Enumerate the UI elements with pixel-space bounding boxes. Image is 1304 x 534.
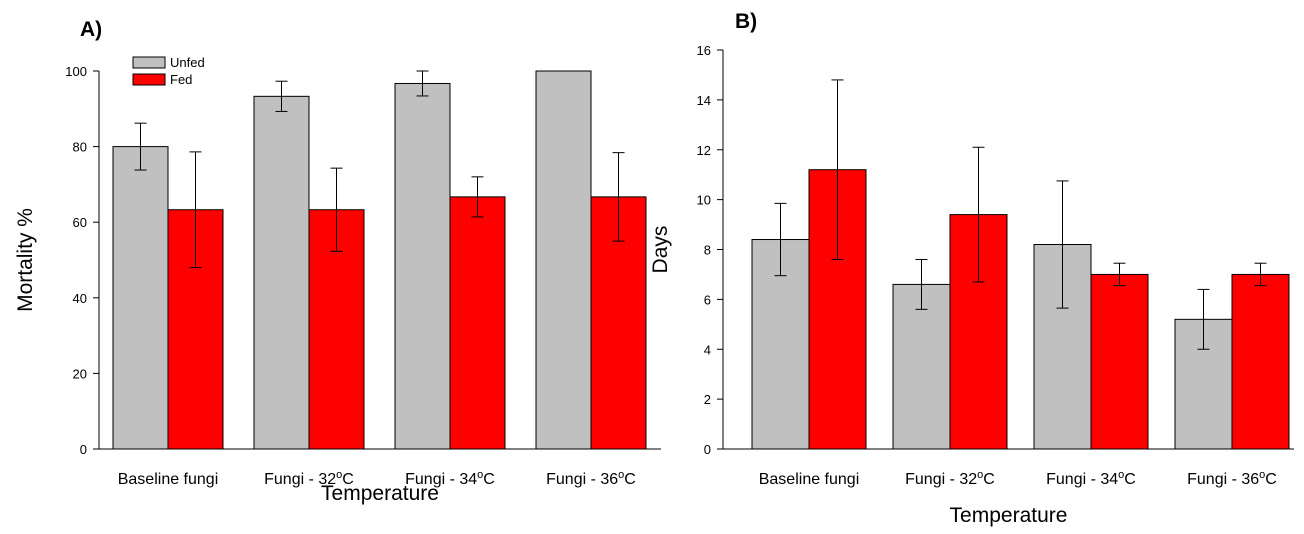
legend-swatch-fed: [132, 73, 166, 86]
error-bar-unfed-1: [774, 202, 787, 277]
y-tick-label: 80: [73, 140, 87, 155]
x-category-label: Baseline fungi: [118, 471, 219, 488]
x-category-tail: C: [342, 471, 354, 488]
error-bar-fed-4: [612, 152, 625, 242]
x-category-label: Fungi - 36oC: [1187, 469, 1277, 488]
panel-label: B): [735, 10, 757, 33]
bar-fed-3: [1090, 273, 1149, 450]
x-category-text: Baseline fungi: [118, 471, 219, 488]
error-bar-fed-1: [189, 151, 202, 269]
bar-unfed-2: [892, 283, 951, 450]
x-category-text: Fungi - 32: [905, 471, 977, 488]
x-category-label: Fungi - 32oC: [905, 469, 995, 488]
x-category-label: Fungi - 34oC: [1046, 469, 1136, 488]
error-bar-fed-2: [972, 146, 985, 283]
x-category-tail: C: [624, 471, 636, 488]
error-bar-fed-3: [1113, 262, 1126, 287]
x-category-superscript: o: [1118, 469, 1124, 481]
x-category-text: Fungi - 34: [1046, 471, 1118, 488]
y-tick-label: 0: [80, 442, 87, 457]
error-bar-unfed-4: [1197, 288, 1210, 350]
error-bar-unfed-1: [134, 122, 147, 171]
y-tick-label: 20: [73, 366, 87, 381]
legend-swatch-unfed: [132, 56, 166, 69]
x-category-label: Baseline fungi: [759, 471, 860, 488]
x-category-text: Fungi - 36: [546, 471, 618, 488]
y-tick-label: 14: [697, 93, 711, 108]
bar-fed-4: [1231, 273, 1290, 450]
legend-label-fed: Fed: [170, 72, 192, 87]
error-bar-fed-4: [1254, 262, 1267, 287]
bar-unfed-4: [535, 70, 592, 450]
x-category-text: Baseline fungi: [759, 471, 860, 488]
bar-unfed-1: [112, 146, 169, 450]
x-category-tail: C: [1124, 471, 1136, 488]
y-axis-title: Days: [649, 226, 672, 274]
y-tick-label: 60: [73, 215, 87, 230]
x-category-text: Fungi - 34: [405, 471, 477, 488]
y-tick-label: 0: [704, 442, 711, 457]
y-tick-label: 40: [73, 291, 87, 306]
x-category-label: Fungi - 34oC: [405, 469, 495, 488]
x-category-superscript: o: [336, 469, 342, 481]
error-bar-unfed-3: [416, 70, 429, 97]
y-tick-label: 4: [704, 342, 711, 357]
y-tick-label: 16: [697, 43, 711, 58]
bar-unfed-2: [253, 95, 310, 450]
error-bar-unfed-2: [915, 258, 928, 310]
y-axis-title: Mortality %: [14, 208, 37, 312]
x-category-label: Fungi - 32oC: [264, 469, 354, 488]
error-bar-fed-2: [330, 167, 343, 252]
bar-fed-3: [449, 196, 506, 450]
error-bar-fed-1: [831, 79, 844, 260]
x-axis-title: Temperature: [950, 504, 1068, 527]
x-category-tail: C: [483, 471, 495, 488]
legend: Unfed Fed: [132, 55, 205, 87]
x-category-superscript: o: [1259, 469, 1265, 481]
error-bar-unfed-2: [275, 80, 288, 112]
x-category-superscript: o: [977, 469, 983, 481]
x-category-superscript: o: [477, 469, 483, 481]
x-category-text: Fungi - 32: [264, 471, 336, 488]
legend-label-unfed: Unfed: [170, 55, 205, 70]
y-tick-label: 6: [704, 292, 711, 307]
y-tick-label: 10: [697, 193, 711, 208]
panel-label: A): [80, 18, 102, 41]
y-tick-label: 12: [697, 143, 711, 158]
x-category-text: Fungi - 36: [1187, 471, 1259, 488]
x-category-tail: C: [983, 471, 995, 488]
x-category-tail: C: [1265, 471, 1277, 488]
x-category-superscript: o: [618, 469, 624, 481]
y-tick-label: 100: [65, 64, 87, 79]
y-tick-label: 8: [704, 243, 711, 258]
y-tick-label: 2: [704, 392, 711, 407]
x-category-label: Fungi - 36oC: [546, 469, 636, 488]
error-bar-fed-3: [471, 176, 484, 218]
bar-unfed-3: [394, 82, 451, 450]
error-bar-unfed-3: [1056, 180, 1069, 309]
x-axis-title: Temperature: [321, 482, 439, 505]
